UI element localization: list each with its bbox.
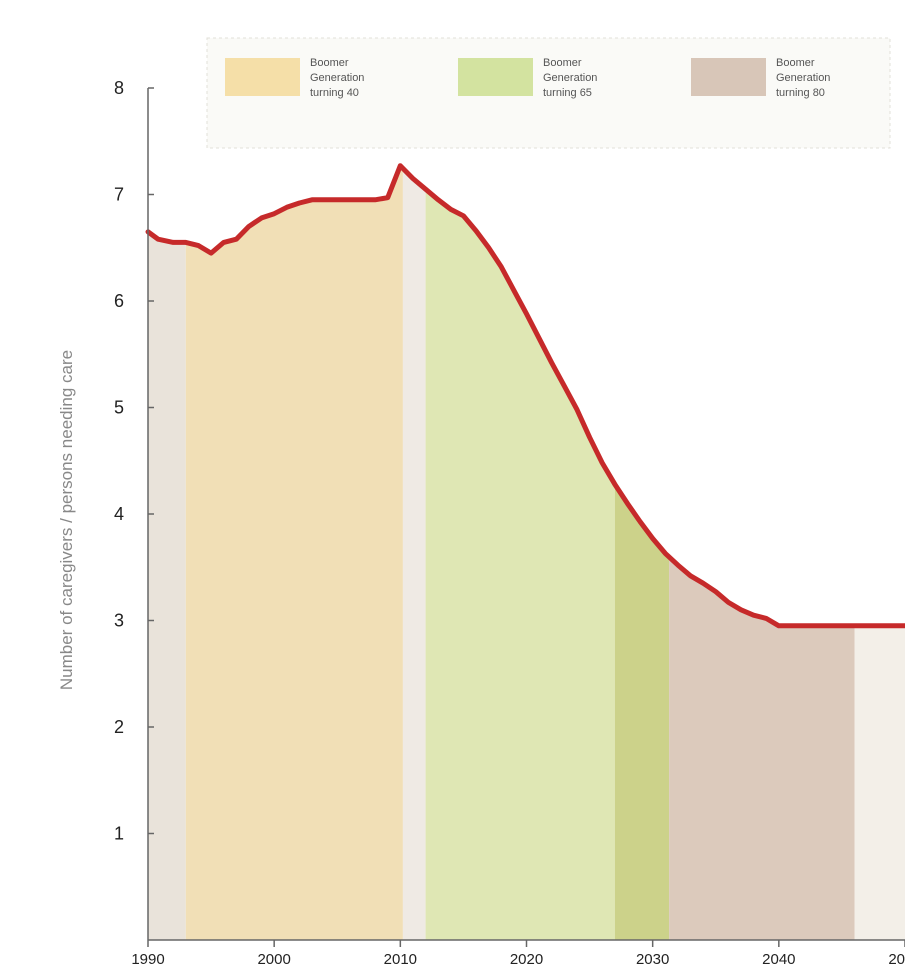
y-tick-label-5: 5 [114, 398, 124, 418]
y-tick-label-3: 3 [114, 611, 124, 631]
x-tick-label-2040: 2040 [762, 951, 795, 968]
x-tick-label-1990: 1990 [131, 951, 164, 968]
band-area-7 [854, 625, 905, 940]
legend-label-1: Boomer Generation turning 40 [310, 57, 364, 99]
y-tick-label-2: 2 [114, 717, 124, 737]
line-layer [145, 163, 905, 629]
legend-label-2: Boomer Generation turning 65 [543, 57, 597, 99]
band-area-1 [148, 231, 186, 941]
y-tick-label-7: 7 [114, 185, 124, 205]
band-area-4 [425, 189, 615, 940]
legend: Boomer Generation turning 40 Boomer Generati… [206, 37, 891, 149]
band-area-2 [185, 165, 403, 940]
ratio-line [145, 163, 905, 629]
y-tick-label-1: 1 [114, 824, 124, 844]
legend-swatch-1 [225, 58, 300, 96]
x-tick-label-2000: 2000 [257, 951, 290, 968]
legend-swatch-2 [458, 58, 533, 96]
y-tick-label-8: 8 [114, 78, 124, 98]
band-area-5 [614, 484, 670, 940]
band-area-3 [402, 168, 426, 941]
band-area-6 [669, 556, 855, 940]
legend-box [206, 37, 891, 149]
band-layer [148, 165, 905, 941]
legend-label-3: Boomer Generation turning 80 [776, 57, 830, 99]
legend-swatch-3 [691, 58, 766, 96]
x-tick-label-2010: 2010 [384, 951, 417, 968]
x-tick-label-2030: 2030 [636, 951, 669, 968]
x-tick-label-2020: 2020 [510, 951, 543, 968]
y-axis-title: Number of caregivers / persons needing c… [57, 350, 76, 690]
y-tick-label-6: 6 [114, 291, 124, 311]
y-tick-label-4: 4 [114, 504, 124, 524]
x-tick-label-2050: 2050 [888, 951, 905, 968]
axes-layer: 1 2 3 4 5 6 7 8 1990 2000 2010 2020 2030 2040 2050 [114, 78, 905, 968]
